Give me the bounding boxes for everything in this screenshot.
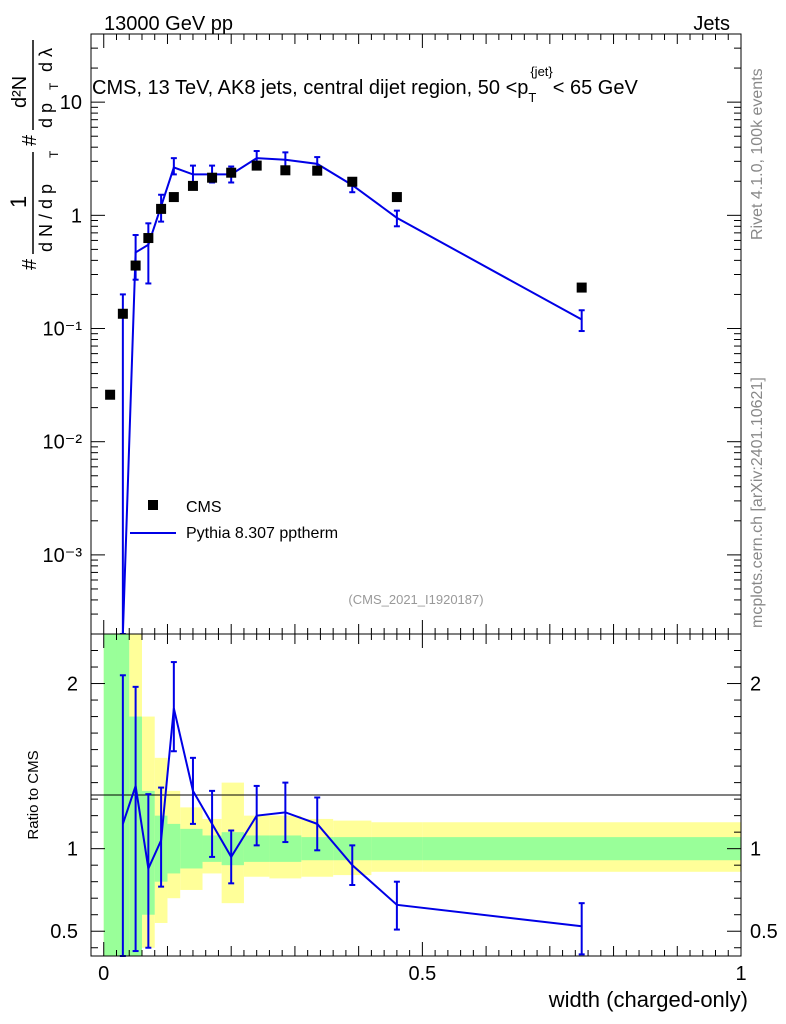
main-ytick-label: 10⁻¹ [43, 319, 83, 341]
ylabel-one: 1 [6, 196, 31, 208]
ratio-ytick-label-left: 0.5 [50, 921, 78, 943]
cms-point [280, 165, 291, 176]
svg-text:CMS, 13 TeV, AK8 jets, central: CMS, 13 TeV, AK8 jets, central dijet reg… [92, 64, 638, 105]
title-sub: T [528, 90, 536, 105]
main-title: CMS, 13 TeV, AK8 jets, central dijet reg… [92, 64, 638, 105]
ratio-xtick-label: 1 [735, 963, 746, 985]
main-ytick-labels: 10⁻³ 10⁻² 10⁻¹ 1 10 [43, 92, 83, 567]
ratio-ytick-label-left: 1 [67, 839, 78, 861]
ratio-ylabel: Ratio to CMS [25, 750, 42, 839]
ratio-line [121, 708, 582, 928]
ratio-bands [103, 634, 741, 956]
ratio-ytick-label-right: 2 [750, 674, 761, 696]
main-ytick-label: 10⁻² [43, 432, 83, 454]
cms-point [143, 233, 154, 244]
cms-point [168, 192, 179, 203]
cms-point [187, 180, 198, 191]
ratio-band-inner [167, 823, 181, 874]
ratio-xtick-labels: 0 0.5 1 [98, 963, 746, 985]
ratio-xtick-label: 0.5 [408, 963, 436, 985]
title-tail: < 65 GeV [553, 77, 639, 99]
ratio-ytick-label-right: 0.5 [750, 921, 778, 943]
legend-cms-label: CMS [186, 499, 222, 516]
main-ytick-label: 10⁻³ [43, 545, 83, 567]
ratio-series [119, 661, 585, 957]
cms-point [391, 192, 402, 203]
cms-point [312, 165, 323, 176]
legend: CMS Pythia 8.307 pptherm [130, 499, 338, 542]
header-right: Jets [693, 13, 730, 35]
rivet-label: Rivet 4.1.0, 100k events [749, 68, 766, 240]
ratio-ytick-label-left: 2 [67, 674, 78, 696]
legend-mc-label: Pythia 8.307 pptherm [186, 525, 338, 542]
ylabel-den: d N / d p [36, 184, 56, 252]
ylabel-den2: d p [36, 103, 56, 128]
main-panel: 10⁻³ 10⁻² 10⁻¹ 1 10 CMS, 13 TeV, AK8 jets, c… [6, 33, 742, 635]
mcplots-label: mcplots.cern.ch [arXiv:2401.10621] [749, 377, 766, 628]
mc-line [121, 157, 583, 635]
main-ytick-label: 1 [71, 205, 82, 227]
ratio-band-inner [371, 837, 423, 861]
main-frame [90, 33, 742, 635]
ratio-band-inner [221, 832, 244, 866]
ratio-band-inner [180, 828, 203, 869]
title-sup: {jet} [530, 64, 553, 79]
ratio-ytick-label-right: 1 [750, 839, 761, 861]
ratio-ytick-labels: 0.5 0.5 1 1 2 2 [50, 674, 778, 944]
ratio-band-inner [422, 837, 741, 861]
ratio-xtick-label: 0 [98, 963, 109, 985]
cms-point [117, 308, 128, 319]
main-ytick-label: 10 [60, 92, 82, 114]
cms-point [156, 203, 167, 214]
ylabel-lambda: d λ [36, 48, 56, 72]
ylabel-T2: T [47, 82, 61, 90]
main-ticks [91, 33, 742, 635]
cms-point [207, 172, 218, 183]
cms-point [576, 282, 587, 293]
cms-point [251, 160, 262, 171]
main-series [105, 150, 587, 635]
header-left: 13000 GeV pp [104, 13, 233, 35]
cms-point [226, 167, 237, 178]
title-main: CMS, 13 TeV, AK8 jets, central dijet reg… [92, 77, 528, 99]
cms-point [347, 176, 358, 187]
ylabel-num2: d²N [9, 76, 31, 108]
main-ylabel: # 1 d N / d p T # d²N d p T d λ [6, 40, 61, 270]
cms-point [130, 260, 141, 271]
ylabel-hash2: # [19, 134, 41, 146]
ylabel-T: T [47, 150, 61, 158]
ylabel-hash: # [19, 258, 41, 270]
cms-point [105, 389, 116, 400]
ratio-frame [90, 633, 742, 957]
ratio-panel: 0.5 0.51 12 2 0 0.5 1 Ratio to CMS width (cha… [25, 633, 778, 1012]
xlabel: width (charged-only) [548, 987, 748, 1012]
legend-cms-marker [148, 500, 158, 510]
analysis-watermark: (CMS_2021_I1920187) [348, 592, 483, 607]
